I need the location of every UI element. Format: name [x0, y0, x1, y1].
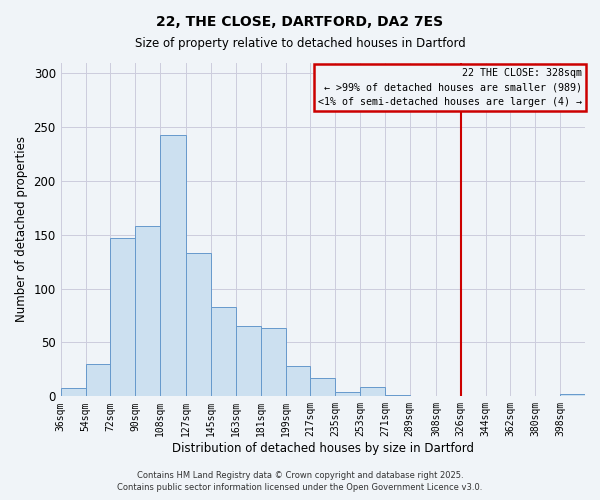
Text: 22, THE CLOSE, DARTFORD, DA2 7ES: 22, THE CLOSE, DARTFORD, DA2 7ES [157, 15, 443, 29]
Bar [186, 253, 211, 396]
Text: Contains HM Land Registry data © Crown copyright and database right 2025.
Contai: Contains HM Land Registry data © Crown c… [118, 471, 482, 492]
Y-axis label: Number of detached properties: Number of detached properties [15, 136, 28, 322]
Bar [261, 328, 286, 396]
Bar [160, 134, 186, 396]
Bar [335, 392, 360, 396]
Bar [110, 238, 135, 396]
X-axis label: Distribution of detached houses by size in Dartford: Distribution of detached houses by size … [172, 442, 474, 455]
Bar [86, 364, 110, 396]
Text: 22 THE CLOSE: 328sqm
← >99% of detached houses are smaller (989)
<1% of semi-det: 22 THE CLOSE: 328sqm ← >99% of detached … [319, 68, 583, 107]
Bar [61, 388, 86, 396]
Bar [135, 226, 160, 396]
Bar [560, 394, 585, 396]
Bar [360, 386, 385, 396]
Bar [211, 307, 236, 396]
Bar [236, 326, 261, 396]
Text: Size of property relative to detached houses in Dartford: Size of property relative to detached ho… [134, 38, 466, 51]
Bar [286, 366, 310, 396]
Bar [310, 378, 335, 396]
